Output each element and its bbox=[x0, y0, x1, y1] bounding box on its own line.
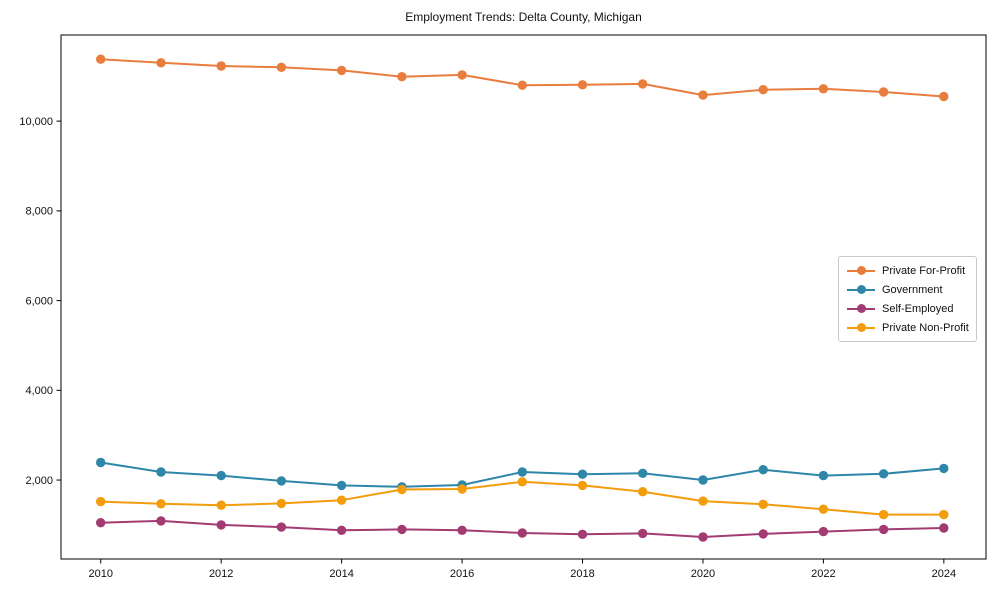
data-point bbox=[457, 525, 467, 535]
data-point bbox=[96, 457, 106, 468]
data-point bbox=[939, 509, 949, 520]
data-point bbox=[758, 465, 768, 475]
data-point bbox=[96, 518, 106, 528]
y-tick-label: 10,000 bbox=[19, 116, 53, 128]
data-point bbox=[939, 463, 949, 474]
data-point bbox=[336, 525, 347, 535]
plot-border bbox=[60, 34, 987, 560]
data-point bbox=[276, 476, 287, 486]
legend: Private For-Profit Government Self-Employe… bbox=[838, 256, 977, 342]
data-point bbox=[276, 522, 287, 532]
x-tick-label: 2010 bbox=[89, 568, 113, 580]
data-point bbox=[96, 54, 106, 64]
y-tick-label: 6,000 bbox=[25, 295, 53, 307]
data-point bbox=[638, 528, 648, 539]
data-point bbox=[216, 61, 226, 71]
data-point bbox=[336, 65, 347, 76]
x-tick-label: 2022 bbox=[811, 568, 835, 580]
data-point bbox=[397, 72, 407, 82]
legend-label: Private Non-Profit bbox=[882, 321, 969, 334]
y-tick-label: 4,000 bbox=[25, 385, 53, 397]
x-tick-label: 2020 bbox=[691, 568, 715, 580]
data-point bbox=[878, 524, 889, 535]
legend-item-government: Government bbox=[847, 280, 970, 299]
legend-item-private-for-profit: Private For-Profit bbox=[847, 261, 970, 280]
data-point bbox=[577, 529, 588, 539]
legend-line-marker-icon bbox=[847, 266, 875, 276]
data-point bbox=[96, 496, 106, 507]
series-line-private-non-profit bbox=[99, 480, 945, 516]
data-point bbox=[758, 529, 768, 539]
data-point bbox=[517, 477, 527, 487]
legend-line-marker-icon bbox=[847, 304, 875, 314]
data-point bbox=[276, 62, 287, 72]
data-point bbox=[397, 484, 407, 495]
data-point bbox=[638, 487, 648, 497]
legend-line-marker-icon bbox=[847, 323, 875, 333]
data-point bbox=[818, 526, 829, 537]
data-point bbox=[397, 524, 407, 535]
legend-label: Government bbox=[882, 283, 943, 296]
data-point bbox=[156, 467, 166, 477]
data-point bbox=[276, 498, 287, 509]
data-point bbox=[517, 80, 527, 90]
data-point bbox=[698, 532, 708, 542]
data-point bbox=[818, 84, 829, 94]
data-point bbox=[216, 520, 226, 530]
data-point bbox=[818, 504, 829, 514]
data-point bbox=[517, 528, 527, 538]
data-point bbox=[156, 58, 166, 68]
data-point bbox=[577, 80, 588, 90]
data-point bbox=[638, 468, 648, 478]
data-point bbox=[638, 79, 648, 89]
data-point bbox=[577, 480, 588, 491]
data-point bbox=[758, 85, 768, 95]
legend-item-private-non-profit: Private Non-Profit bbox=[847, 318, 970, 337]
data-point bbox=[878, 87, 889, 97]
x-tick-label: 2012 bbox=[209, 568, 233, 580]
data-point bbox=[878, 509, 889, 520]
data-point bbox=[939, 91, 949, 102]
chart-title: Employment Trends: Delta County, Michiga… bbox=[405, 10, 642, 24]
y-tick-label: 2,000 bbox=[25, 475, 53, 487]
legend-item-self-employed: Self-Employed bbox=[847, 299, 970, 318]
data-point bbox=[457, 484, 467, 494]
x-tick-label: 2016 bbox=[450, 568, 474, 580]
data-point bbox=[698, 496, 708, 506]
data-point bbox=[758, 499, 768, 509]
data-point bbox=[336, 480, 347, 491]
legend-label: Self-Employed bbox=[882, 302, 954, 315]
data-point bbox=[698, 475, 708, 485]
x-tick-label: 2018 bbox=[570, 568, 594, 580]
data-point bbox=[698, 90, 708, 100]
y-tick-label: 8,000 bbox=[25, 206, 53, 218]
legend-label: Private For-Profit bbox=[882, 264, 966, 277]
data-point bbox=[878, 469, 889, 479]
data-point bbox=[457, 70, 467, 80]
x-tick-label: 2014 bbox=[329, 568, 353, 580]
data-point bbox=[517, 467, 527, 477]
data-point bbox=[216, 500, 226, 510]
data-point bbox=[156, 516, 166, 526]
data-point bbox=[818, 470, 829, 481]
data-point bbox=[577, 469, 588, 479]
series-line-private-for-profit bbox=[99, 58, 945, 98]
data-point bbox=[216, 470, 226, 481]
x-tick-label: 2024 bbox=[932, 568, 956, 580]
data-point bbox=[939, 523, 949, 533]
data-point bbox=[156, 499, 166, 509]
legend-line-marker-icon bbox=[847, 285, 875, 295]
data-point bbox=[336, 495, 347, 505]
